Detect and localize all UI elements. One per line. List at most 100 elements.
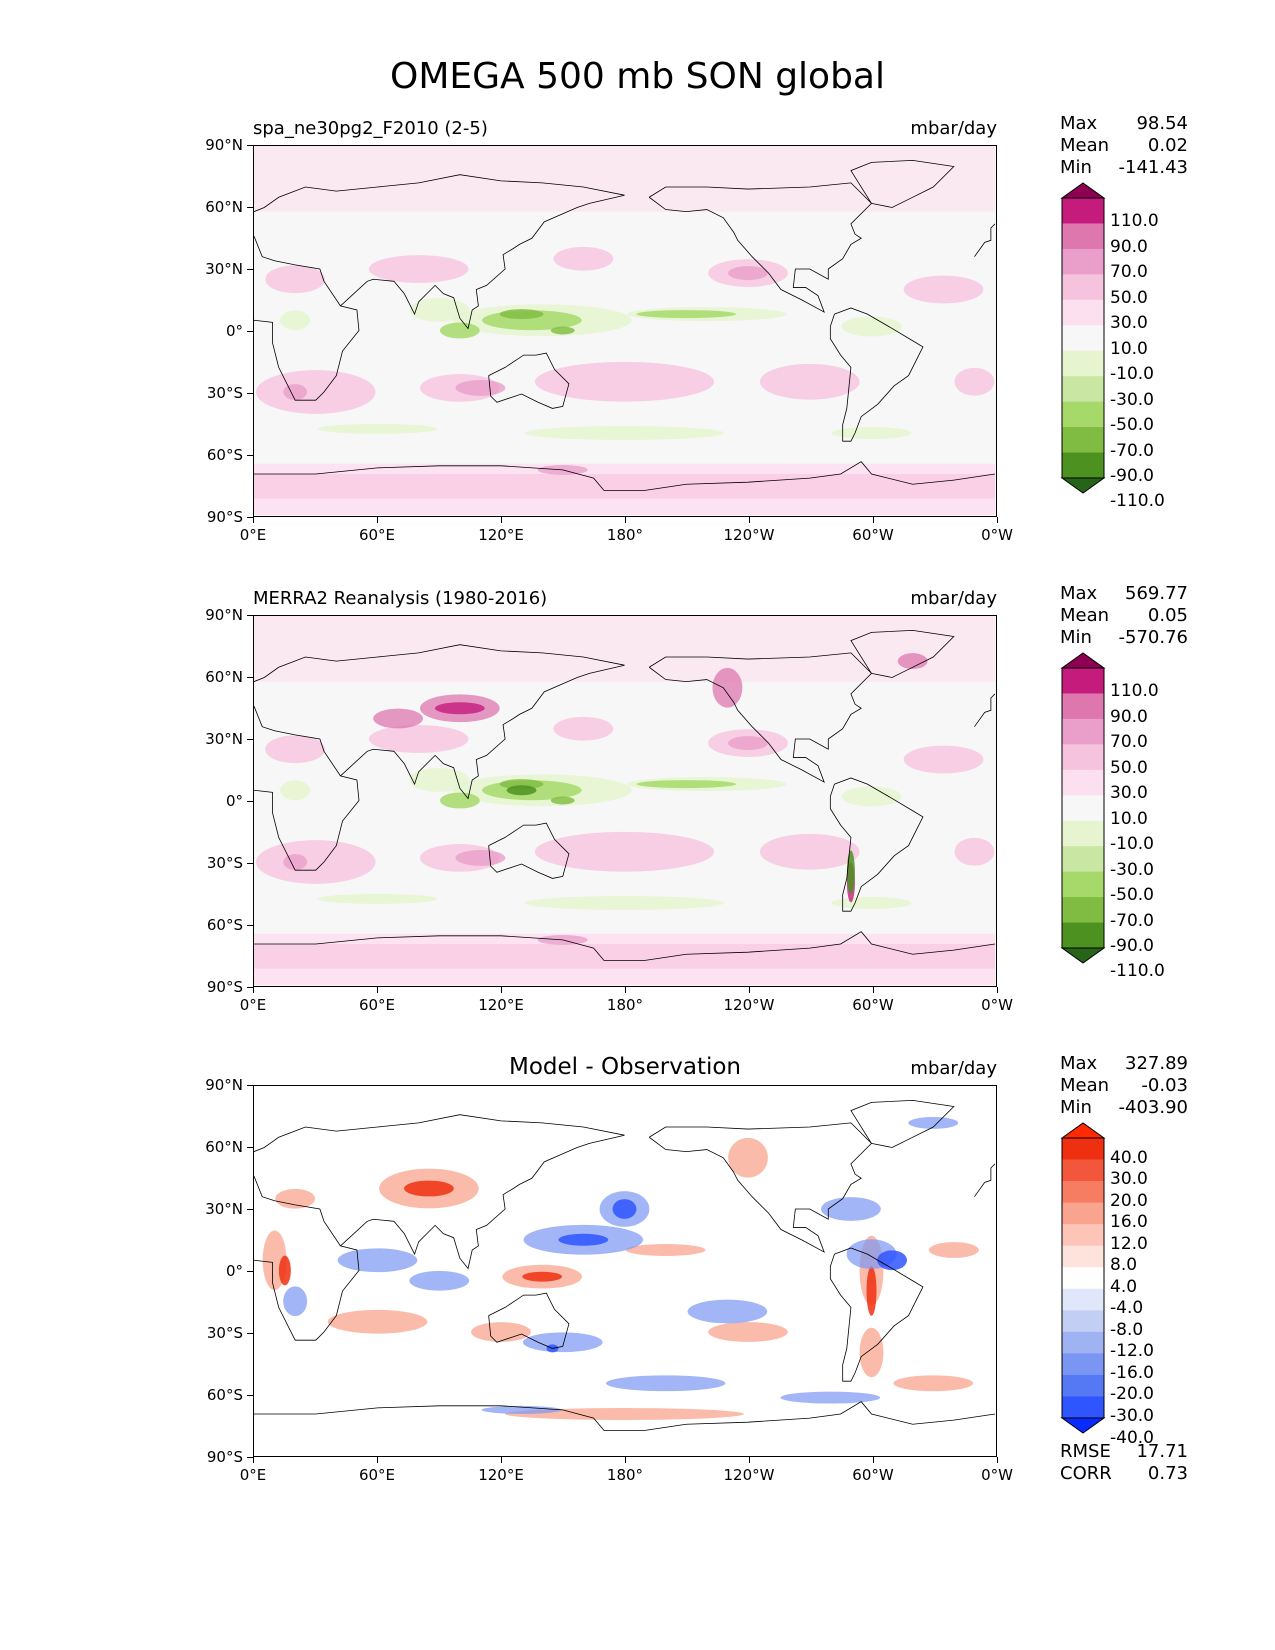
field-contour (903, 745, 984, 774)
colorbar-bin (1062, 1331, 1104, 1354)
field-contour (434, 702, 485, 715)
panel-label: MERRA2 Reanalysis (1980-2016) (253, 588, 548, 609)
field-contour (524, 896, 725, 910)
max-label: Max (1060, 583, 1098, 604)
colorbar-extend-min (1060, 947, 1106, 964)
field-contour (368, 725, 469, 753)
field-contour (728, 1137, 768, 1178)
field-contour (373, 708, 423, 729)
colorbar-bin (1062, 376, 1104, 403)
lat-tick-label: 0° (225, 792, 243, 810)
colorbar-tick-label: 8.0 (1110, 1255, 1138, 1276)
lat-tick-label: 0° (225, 322, 243, 340)
rmse-label: RMSE (1060, 1441, 1111, 1462)
lat-tick-label: 60°S (206, 1386, 243, 1404)
coastline (850, 629, 955, 678)
panel-diff: Model - Observation mbar/day 90°N 60°N 30°… (0, 1053, 1275, 1498)
colorbar-bin (1062, 1353, 1104, 1376)
lat-tick-mark (247, 1209, 253, 1210)
colorbar-bin (1062, 668, 1104, 694)
map-obs (253, 615, 997, 987)
field-contour (712, 667, 743, 708)
mean-label: Mean (1060, 135, 1110, 156)
colorbar-tick-label: -30.0 (1110, 1406, 1154, 1426)
colorbar-bin (1062, 846, 1104, 873)
lat-tick-label: 90°S (206, 508, 243, 526)
figure-title: OMEGA 500 mb SON global (390, 56, 885, 97)
colorbar-tick-label: 40.0 (1110, 1147, 1148, 1168)
colorbar-bin (1062, 325, 1104, 352)
coastline (648, 1122, 873, 1253)
field-contour (499, 779, 544, 790)
field-contour (481, 1405, 562, 1414)
field-contour (636, 310, 737, 319)
field-contour (893, 1375, 974, 1392)
coastline (254, 1114, 625, 1152)
colorbar-bin (1062, 820, 1104, 847)
coastline (648, 182, 873, 313)
field-contour (327, 1309, 428, 1334)
colorbar-frame (1061, 197, 1105, 479)
colorbar-tick-label: 30.0 (1110, 783, 1148, 804)
colorbar-tick-label: 20.0 (1110, 1190, 1148, 1211)
max-label: Max (1060, 1053, 1098, 1074)
stats-box: Max 327.89 Mean -0.03 Min -403.90 (1060, 1053, 1188, 1119)
field-contour (534, 831, 715, 872)
coastline (850, 1099, 955, 1148)
lon-tick-mark (997, 987, 998, 993)
lat-tick-mark (247, 615, 253, 616)
lat-tick-label: 30°S (206, 384, 243, 402)
field-contour (278, 1255, 291, 1286)
colorbar-tick-label: -10.0 (1110, 364, 1154, 385)
corr-label: CORR (1060, 1463, 1112, 1484)
colorbar-bin (1062, 1181, 1104, 1204)
stats-box: Max 569.77 Mean 0.05 Min -570.76 (1060, 583, 1188, 649)
min-label: Min (1060, 627, 1092, 648)
lon-tick-mark (873, 517, 874, 523)
colorbar-bin (1062, 693, 1104, 720)
panel-title: Model - Observation (508, 1054, 742, 1080)
lon-tick-label: 120°E (478, 1466, 524, 1484)
field-contour (553, 246, 614, 271)
field-contour (471, 1322, 531, 1342)
field-contour (439, 322, 480, 339)
min-value: -141.43 (1118, 157, 1188, 178)
lat-tick-mark (247, 455, 253, 456)
colorbar-extend-max (1060, 1122, 1106, 1139)
field-band (254, 146, 995, 212)
field-contour (558, 1233, 609, 1246)
colorbar-tick-label: 70.0 (1110, 732, 1148, 753)
lat-tick-mark (247, 925, 253, 926)
min-value: -403.90 (1118, 1097, 1188, 1118)
field-contour (780, 1391, 881, 1404)
min-value: -570.76 (1118, 627, 1188, 648)
lon-tick-label: 0°E (239, 1466, 267, 1484)
coastline (488, 822, 570, 879)
colorbar-bin (1062, 1245, 1104, 1268)
field-contour (928, 1242, 979, 1258)
lon-tick-mark (253, 1457, 254, 1463)
map-diff (253, 1085, 997, 1457)
lat-tick-mark (247, 1085, 253, 1086)
lat-tick-label: 60°N (205, 1138, 243, 1156)
field-contour (728, 736, 768, 751)
lat-tick-label: 60°S (206, 446, 243, 464)
coastline (340, 1134, 625, 1270)
colorbar-tick-label: -110.0 (1110, 961, 1165, 982)
lon-tick-mark (377, 987, 378, 993)
colorbar-bin (1062, 744, 1104, 771)
coastline (974, 693, 995, 727)
field-contour (846, 850, 855, 895)
colorbar-tick-label: 110.0 (1110, 211, 1159, 232)
mean-label: Mean (1060, 605, 1110, 626)
field-contour (550, 326, 575, 335)
coastline (974, 223, 995, 257)
lon-tick-label: 120°W (723, 996, 775, 1014)
colorbar-bin (1062, 299, 1104, 326)
colorbar-extend-min (1060, 1417, 1106, 1434)
colorbar-tick-label: -4.0 (1110, 1298, 1144, 1319)
colorbar-extend-max (1060, 652, 1106, 669)
lat-tick-mark (247, 207, 253, 208)
colorbar-bin (1062, 350, 1104, 377)
lon-tick-mark (253, 987, 254, 993)
